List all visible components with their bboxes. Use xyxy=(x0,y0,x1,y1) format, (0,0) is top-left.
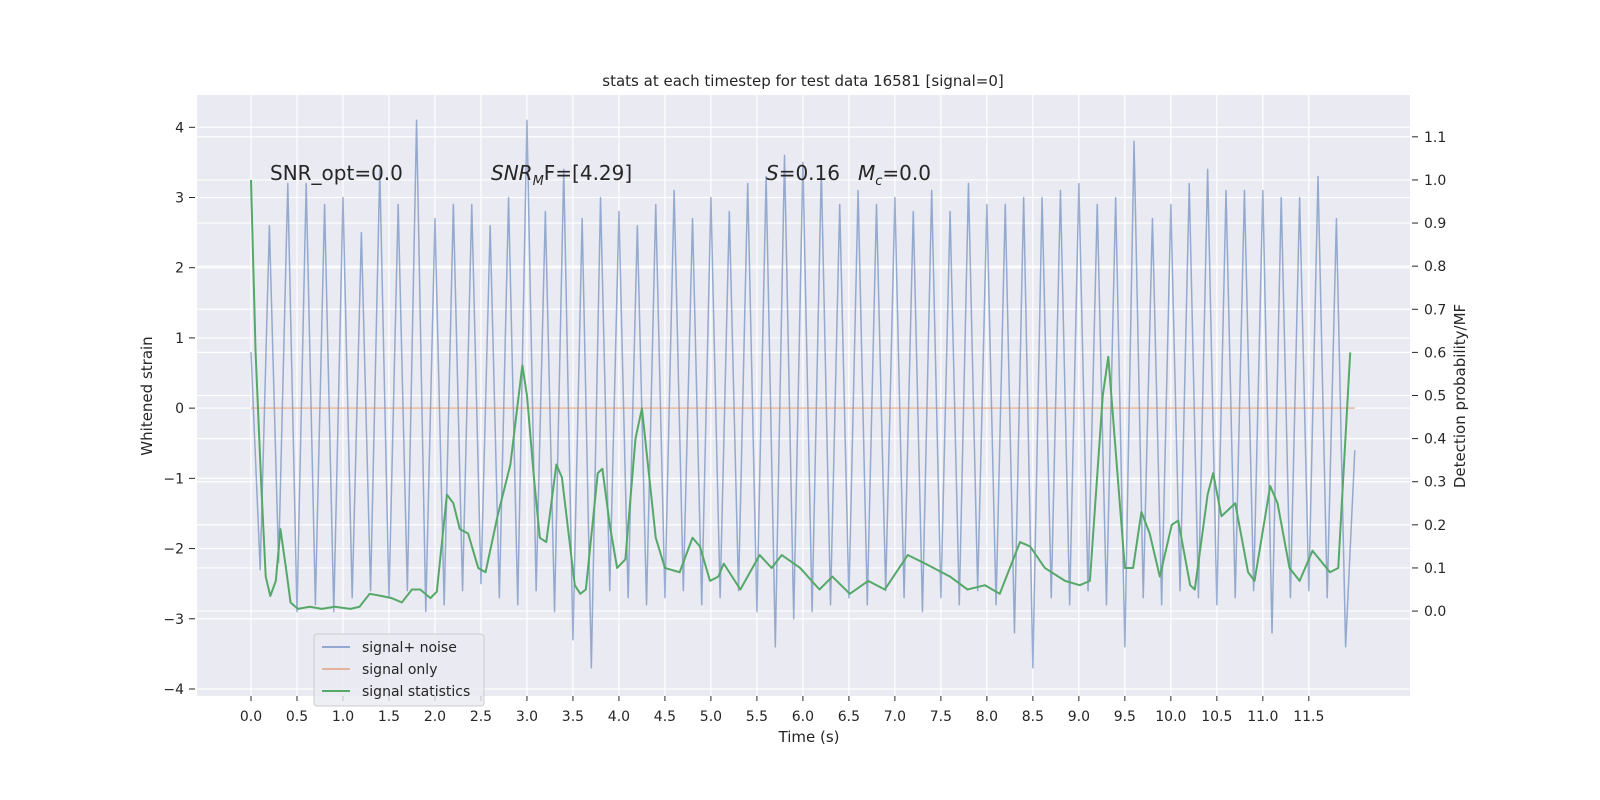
axes: 0.0 0.5 1.0 1.5 2.0 2.5 3.0 3.5 4.0 4.5 5.0 5.5 6.0 6… xyxy=(163,120,1446,725)
y2-tick-label: 0.9 xyxy=(1424,216,1446,232)
y2-tick-label: 0.5 xyxy=(1424,389,1446,405)
legend: signal+ noise signal only signal statistic… xyxy=(313,633,485,707)
x-tick-label: 9.5 xyxy=(1114,709,1136,725)
x-tick-label: 10.0 xyxy=(1155,709,1186,725)
x-tick-label: 6.5 xyxy=(838,709,860,725)
legend-label: signal statistics xyxy=(362,684,470,700)
legend-label: signal+ noise xyxy=(362,640,457,656)
y2-tick-label: 0.6 xyxy=(1424,345,1446,361)
series-line xyxy=(249,179,1352,610)
y2-tick-label: 0.4 xyxy=(1424,432,1446,448)
annotation: SNR_opt=0.0 xyxy=(270,161,403,185)
y2-tick-label: 0.3 xyxy=(1424,475,1446,491)
x-axis-label: Time (s) xyxy=(778,728,840,746)
y2-tick-label: 0.2 xyxy=(1424,518,1446,534)
y-tick-label: 3 xyxy=(175,191,184,207)
y2-tick-label: 0.1 xyxy=(1424,561,1446,577)
x-tick-label: 3.5 xyxy=(562,709,584,725)
x-tick-label: 11.0 xyxy=(1247,709,1278,725)
y-tick-label: 0 xyxy=(175,401,184,417)
annotation-part: M xyxy=(533,174,544,189)
chart-title: stats at each timestep for test data 165… xyxy=(602,72,1003,90)
x-tick-label: 4.0 xyxy=(608,709,630,725)
y-tick-label: 4 xyxy=(175,120,184,136)
y2-tick-label: 0.0 xyxy=(1424,604,1446,620)
x-tick-label: 1.5 xyxy=(378,709,400,725)
x-tick-label: 5.0 xyxy=(700,709,722,725)
annotation: S=0.16 xyxy=(766,161,840,185)
x-tick-label: 6.0 xyxy=(792,709,814,725)
y2-tick-label: 1.1 xyxy=(1424,130,1446,146)
x-tick-label: 7.0 xyxy=(884,709,906,725)
marks xyxy=(249,119,1356,669)
x-tick-label: 0.0 xyxy=(240,709,262,725)
x-tick-label: 11.5 xyxy=(1293,709,1324,725)
annotation: Mc=0.0 xyxy=(858,161,931,189)
annotation-part: =0.0 xyxy=(882,161,931,185)
series-line xyxy=(250,119,1356,669)
annotation-part: F=[4.29] xyxy=(544,161,632,185)
y2-tick-label: 0.7 xyxy=(1424,302,1446,318)
annotation-part: c xyxy=(875,174,882,189)
legend-box xyxy=(313,633,485,707)
x-tick-label: 2.5 xyxy=(470,709,492,725)
y-tick-label: 1 xyxy=(175,331,184,347)
x-tick-label: 0.5 xyxy=(286,709,308,725)
x-tick-label: 8.0 xyxy=(976,709,998,725)
y2-tick-label: 0.8 xyxy=(1424,259,1446,275)
y2-axis-label: Detection probability/MF xyxy=(1451,304,1469,488)
y-tick-label: −4 xyxy=(163,682,184,698)
annotation-part: S xyxy=(766,161,779,185)
x-tick-label: 8.5 xyxy=(1022,709,1044,725)
x-tick-label: 3.0 xyxy=(516,709,538,725)
y-tick-label: −1 xyxy=(163,471,184,487)
y-tick-label: 2 xyxy=(175,261,184,277)
x-tick-label: 10.5 xyxy=(1201,709,1232,725)
x-tick-label: 1.0 xyxy=(332,709,354,725)
y-axis-label: Whitened strain xyxy=(138,336,156,455)
annotation-part: M xyxy=(858,161,875,185)
annotation: SNRMF=[4.29] xyxy=(491,161,632,189)
x-tick-label: 9.0 xyxy=(1068,709,1090,725)
annotation-part: =0.16 xyxy=(779,161,840,185)
y-tick-label: −3 xyxy=(163,612,184,628)
x-tick-label: 7.5 xyxy=(930,709,952,725)
annotation-part: SNR xyxy=(491,161,533,185)
legend-label: signal only xyxy=(362,662,437,678)
x-tick-label: 5.5 xyxy=(746,709,768,725)
y-tick-label: −2 xyxy=(163,542,184,558)
x-tick-label: 4.5 xyxy=(654,709,676,725)
y2-tick-label: 1.0 xyxy=(1424,173,1446,189)
x-tick-label: 2.0 xyxy=(424,709,446,725)
